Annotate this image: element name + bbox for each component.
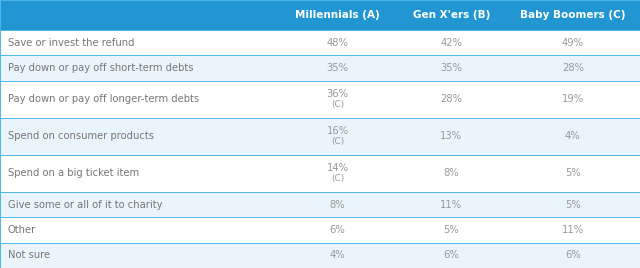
Text: Other: Other: [8, 225, 36, 235]
Text: 11%: 11%: [562, 225, 584, 235]
Text: Millennials (A): Millennials (A): [295, 10, 380, 20]
Bar: [0, 243, 640, 268]
Text: 5%: 5%: [444, 225, 459, 235]
Bar: [0, 192, 640, 217]
Text: 28%: 28%: [440, 94, 462, 104]
Text: Spend on consumer products: Spend on consumer products: [8, 131, 154, 141]
Bar: [0, 30, 640, 55]
Text: 4%: 4%: [565, 131, 580, 141]
Text: Pay down or pay off longer-term debts: Pay down or pay off longer-term debts: [8, 94, 199, 104]
Text: Baby Boomers (C): Baby Boomers (C): [520, 10, 625, 20]
Text: 5%: 5%: [565, 168, 580, 178]
Text: (C): (C): [331, 174, 344, 183]
Text: 49%: 49%: [562, 38, 584, 48]
Text: 6%: 6%: [444, 250, 459, 260]
Text: Save or invest the refund: Save or invest the refund: [8, 38, 134, 48]
Text: 35%: 35%: [326, 63, 349, 73]
Text: 19%: 19%: [562, 94, 584, 104]
Text: 5%: 5%: [565, 200, 580, 210]
Text: 35%: 35%: [440, 63, 462, 73]
Text: 42%: 42%: [440, 38, 462, 48]
Text: 16%: 16%: [326, 126, 349, 136]
Text: Give some or all of it to charity: Give some or all of it to charity: [8, 200, 162, 210]
Bar: [0, 55, 640, 81]
Text: Pay down or pay off short-term debts: Pay down or pay off short-term debts: [8, 63, 193, 73]
Text: Gen X'ers (B): Gen X'ers (B): [413, 10, 490, 20]
Text: (C): (C): [331, 137, 344, 146]
Bar: [0, 0, 640, 30]
Text: 4%: 4%: [330, 250, 346, 260]
Text: Not sure: Not sure: [8, 250, 50, 260]
Text: 8%: 8%: [330, 200, 346, 210]
Bar: [0, 81, 640, 118]
Text: 13%: 13%: [440, 131, 462, 141]
Bar: [0, 217, 640, 243]
Text: 36%: 36%: [326, 89, 349, 99]
Text: 14%: 14%: [326, 163, 349, 173]
Bar: [0, 155, 640, 192]
Text: Spend on a big ticket item: Spend on a big ticket item: [8, 168, 139, 178]
Text: 28%: 28%: [562, 63, 584, 73]
Text: 11%: 11%: [440, 200, 462, 210]
Text: 6%: 6%: [330, 225, 346, 235]
Text: 6%: 6%: [565, 250, 580, 260]
Text: 8%: 8%: [444, 168, 459, 178]
Bar: [0, 118, 640, 155]
Text: (C): (C): [331, 100, 344, 109]
Text: 48%: 48%: [326, 38, 349, 48]
